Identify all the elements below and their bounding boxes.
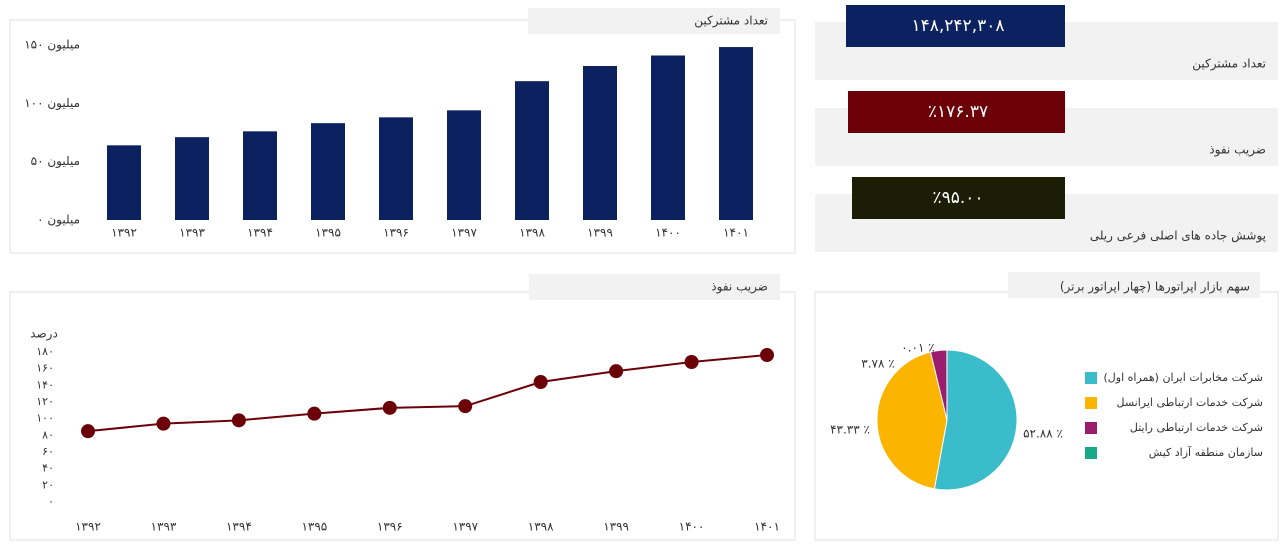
bar: [243, 131, 277, 220]
kpi-value: ۱۴۸,۲۴۲,۳۰۸: [912, 16, 1005, 36]
point: [307, 406, 322, 421]
bar: [719, 47, 753, 221]
x-tick-label: ۱۳۹۸: [528, 520, 554, 534]
slice-label: ۳.۷۸ ٪: [861, 357, 894, 371]
x-tick-label: ۱۳۹۳: [179, 226, 205, 240]
point: [458, 399, 473, 414]
bar: [107, 145, 141, 220]
x-tick-label: ۱۳۹۷: [451, 226, 477, 240]
x-tick-label: ۱۳۹۶: [377, 520, 403, 534]
x-tick-label: ۱۳۹۲: [111, 226, 137, 240]
kpi-label: تعداد مشترکین: [1192, 57, 1266, 72]
legend-marker: [1085, 422, 1097, 434]
point: [382, 400, 397, 415]
point: [533, 375, 548, 389]
x-tick-label: ۱۳۹۵: [301, 520, 327, 534]
x-tick-label: ۱۳۹۴: [247, 226, 273, 240]
bar: [379, 117, 413, 220]
y-tick-label: ۱۰۰: [36, 412, 54, 425]
slice-label: ۴۳.۳۳ ٪: [830, 423, 870, 437]
y-tick-label: ۶۰: [42, 445, 54, 458]
x-tick-label: ۱۳۹۶: [383, 226, 409, 240]
legend-marker: [1085, 397, 1097, 409]
legend-marker: [1085, 372, 1097, 384]
y-tick-label: ۵۰ میلیون: [31, 154, 80, 169]
x-tick-label: ۱۳۹۸: [519, 226, 545, 240]
legend-marker: [1085, 447, 1097, 459]
point: [231, 413, 246, 428]
x-tick-label: ۱۴۰۰: [655, 226, 681, 240]
x-tick-label: ۱۳۹۹: [603, 520, 629, 534]
bar: [583, 66, 617, 220]
chart-title: ضریب نفوذ: [711, 280, 768, 295]
point: [81, 424, 95, 439]
title-tab: [528, 8, 780, 34]
point: [156, 416, 171, 431]
y-tick-label: ۱۲۰: [36, 395, 54, 408]
title-tab: [529, 274, 780, 300]
pie-slice: [933, 349, 1018, 491]
y-tick-label: ۰ میلیون: [37, 213, 80, 228]
y-tick-label: ۱۴۰: [36, 378, 54, 391]
point: [760, 348, 774, 363]
x-tick-label: ۱۳۹۳: [151, 520, 177, 534]
bar: [515, 81, 549, 221]
kpi-label: پوشش جاده های اصلی فرعی ریلی: [1090, 229, 1266, 244]
title-tab: [1008, 272, 1260, 298]
point: [684, 355, 699, 369]
x-tick-label: ۱۳۹۵: [315, 226, 341, 240]
kpi-value: ٪۱۷۶.۳۷: [928, 102, 988, 122]
chart-title: تعداد مشترکین: [694, 14, 768, 29]
point: [609, 364, 624, 379]
y-tick-label: ۱۸۰: [36, 345, 54, 358]
bar: [175, 137, 209, 220]
bar: [447, 110, 481, 220]
pie-slice: [876, 351, 948, 490]
line: [87, 354, 768, 433]
x-tick-label: ۱۳۹۴: [226, 520, 252, 534]
y-tick-label: ۲۰: [42, 478, 54, 491]
x-tick-label: ۱۴۰۰: [679, 520, 705, 534]
legend-label: شرکت خدمات ارتباطی ایرانسل: [1117, 396, 1263, 409]
slice-label: ۰.۰۱ ٪: [901, 341, 934, 355]
y-tick-label: ۱۰۰ میلیون: [24, 96, 80, 111]
panel: [9, 291, 796, 541]
x-tick-label: ۱۳۹۹: [587, 226, 613, 240]
y-tick-label: ۸۰: [42, 428, 54, 441]
bar: [311, 123, 345, 220]
x-tick-label: ۱۴۰۱: [754, 520, 780, 534]
kpi-box: [848, 91, 1065, 133]
kpi-box: [852, 177, 1065, 219]
kpi-box: [846, 5, 1065, 47]
y-tick-label: ۴۰: [42, 462, 54, 475]
kpi-value: ٪۹۵.۰۰: [932, 188, 983, 208]
y-tick-label: ۰: [48, 495, 54, 508]
chart-title: سهم بازار اپراتورها (چهار اپراتور برتر): [1060, 280, 1250, 295]
y-tick-label: ۱۵۰ میلیون: [24, 38, 80, 53]
y-tick-label: ۱۶۰: [36, 362, 54, 375]
kpi-label: ضریب نفوذ: [1209, 143, 1266, 158]
x-tick-label: ۱۴۰۱: [723, 226, 749, 240]
y-axis-title: درصد: [30, 327, 58, 342]
legend-label: شرکت مخابرات ایران (همراه اول): [1103, 371, 1263, 384]
slice-label: ۵۲.۸۸ ٪: [1023, 427, 1063, 441]
legend-label: شرکت خدمات ارتباطی رایتل: [1130, 421, 1263, 434]
legend-label: سازمان منطقه آزاد کیش: [1149, 445, 1263, 459]
x-tick-label: ۱۳۹۲: [75, 520, 101, 534]
bar: [651, 55, 685, 220]
x-tick-label: ۱۳۹۷: [452, 520, 478, 534]
